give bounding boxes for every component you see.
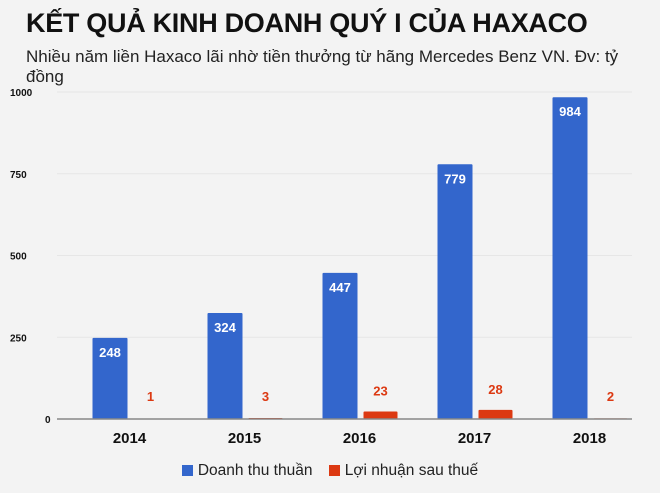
y-tick-label: 500 [10, 252, 27, 263]
y-tick-label: 1000 [10, 88, 33, 99]
data-label-profit: 2 [607, 389, 614, 404]
legend-label: Lợi nhuận sau thuế [344, 462, 479, 479]
legend-swatch-profit [328, 465, 340, 476]
data-label-revenue: 324 [214, 320, 236, 335]
x-tick-label: 2017 [458, 430, 491, 447]
bar-revenue [92, 337, 128, 419]
legend-label: Doanh thu thuần [197, 462, 313, 479]
y-tick-label: 250 [10, 333, 27, 344]
data-label-revenue: 984 [559, 104, 581, 119]
data-label-profit: 28 [488, 382, 502, 397]
legend: Doanh thu thuần Lợi nhuận sau thuế [0, 462, 660, 480]
data-label-profit: 3 [262, 389, 269, 404]
bar-profit [363, 411, 398, 419]
chart-title: KẾT QUẢ KINH DOANH QUÝ I CỦA HAXACO [26, 8, 588, 38]
bar-revenue [552, 97, 588, 420]
data-label-revenue: 447 [329, 280, 351, 295]
legend-item-profit: Lợi nhuận sau thuế [328, 462, 479, 479]
y-tick-label: 750 [10, 170, 27, 181]
legend-swatch-revenue [181, 465, 193, 476]
x-tick-label: 2016 [343, 430, 376, 447]
chart-subtitle: Nhiều năm liền Haxaco lãi nhờ tiền thưởn… [26, 47, 619, 86]
data-label-revenue: 248 [99, 345, 121, 360]
bar-profit [478, 409, 513, 419]
legend-item-revenue: Doanh thu thuần [181, 462, 313, 479]
bar-revenue [437, 164, 473, 419]
x-tick-label: 2015 [228, 430, 261, 447]
bar-revenue [207, 313, 243, 419]
data-label-profit: 23 [373, 383, 387, 398]
data-label-revenue: 779 [444, 171, 466, 186]
x-tick-label: 2018 [573, 430, 606, 447]
bar-revenue [322, 272, 358, 419]
y-tick-label: 0 [45, 415, 51, 426]
data-label-profit: 1 [147, 389, 154, 404]
x-tick-label: 2014 [113, 430, 147, 447]
